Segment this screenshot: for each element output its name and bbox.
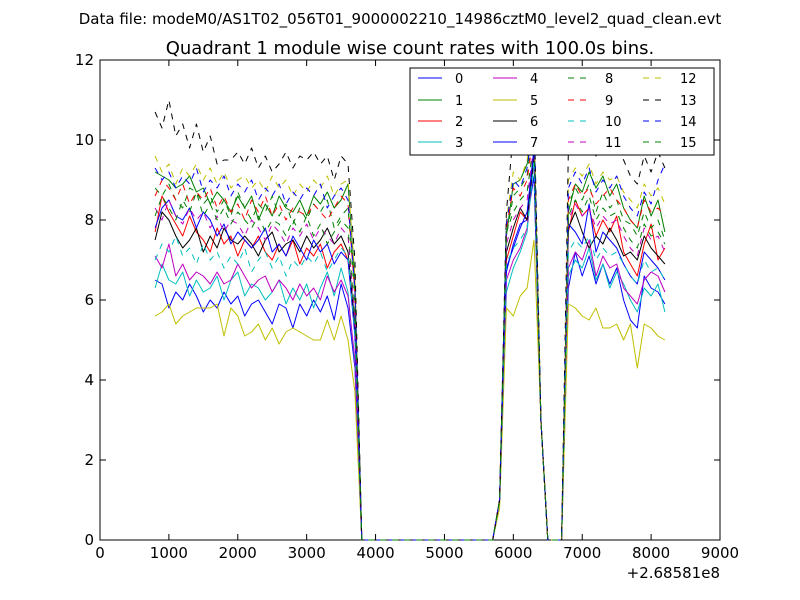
chart-title: Quadrant 1 module wise count rates with …	[166, 38, 655, 59]
x-tick-label: 9000	[701, 544, 739, 562]
legend-label-12: 12	[680, 72, 697, 87]
x-tick-label: 0	[95, 544, 105, 562]
x-tick-label: 6000	[494, 544, 532, 562]
series-line-8	[154, 115, 666, 541]
series-line-5	[154, 239, 666, 541]
series-group	[154, 99, 666, 541]
y-tick-label: 6	[84, 291, 94, 309]
y-tick-label: 2	[84, 451, 94, 469]
legend-label-1: 1	[455, 94, 463, 109]
legend-label-10: 10	[605, 115, 622, 130]
series-line-9	[154, 131, 666, 541]
legend-label-6: 6	[530, 115, 538, 130]
legend-label-8: 8	[605, 72, 613, 87]
series-line-0	[154, 175, 666, 541]
x-offset-label: +2.68581e8	[627, 564, 720, 582]
x-tick-label: 8000	[632, 544, 670, 562]
x-tick-label: 1000	[150, 544, 188, 562]
suptitle: Data file: modeM0/AS1T02_056T01_90000022…	[79, 10, 722, 29]
series-line-3	[154, 159, 666, 541]
legend-frame	[409, 67, 715, 156]
legend-label-13: 13	[680, 94, 697, 109]
legend-label-2: 2	[455, 115, 463, 130]
series-line-12	[154, 115, 666, 541]
x-tick-label: 4000	[356, 544, 394, 562]
series-line-15	[154, 139, 666, 541]
legend-label-5: 5	[530, 94, 538, 109]
x-tick-label: 7000	[563, 544, 601, 562]
y-tick-label: 10	[75, 131, 94, 149]
y-tick-label: 0	[84, 531, 94, 549]
legend-label-0: 0	[455, 72, 463, 87]
x-tick-label: 2000	[219, 544, 257, 562]
legend-label-15: 15	[680, 136, 697, 151]
x-axis: 0 1000 2000 3000 4000 5000 6000 7000 8000 9000	[95, 60, 739, 562]
legend-label-3: 3	[455, 136, 463, 151]
y-tick-label: 12	[75, 51, 94, 69]
legend-label-14: 14	[680, 115, 697, 130]
legend-label-4: 4	[530, 72, 538, 87]
legend-label-11: 11	[605, 136, 622, 151]
x-tick-label: 5000	[425, 544, 463, 562]
y-tick-label: 8	[84, 211, 94, 229]
series-line-11	[154, 143, 666, 541]
series-line-7	[154, 147, 666, 541]
series-line-10	[154, 159, 666, 541]
legend-label-9: 9	[605, 94, 613, 109]
y-tick-label: 4	[84, 371, 94, 389]
series-line-14	[154, 119, 666, 541]
x-tick-label: 3000	[288, 544, 326, 562]
legend-label-7: 7	[530, 136, 538, 151]
